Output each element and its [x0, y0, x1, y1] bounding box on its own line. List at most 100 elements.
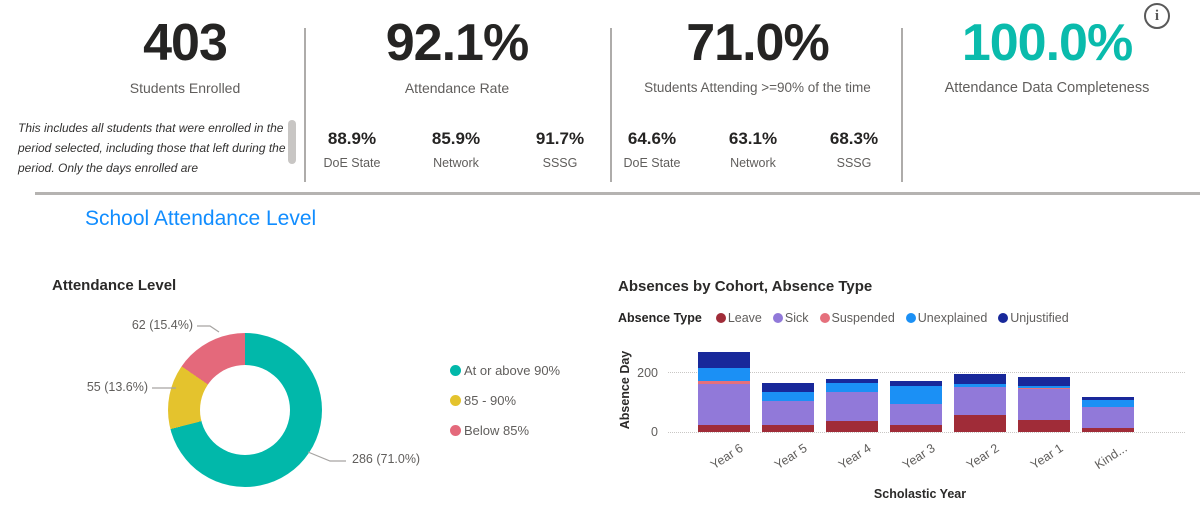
kpi-card-students-enrolled: 403 Students Enrolled	[70, 16, 300, 96]
students-attending-label: Students Attending >=90% of the time	[644, 79, 871, 95]
bar-segment[interactable]	[954, 387, 1006, 415]
legend-dot	[450, 364, 461, 376]
students-enrolled-value: 403	[143, 14, 228, 72]
bar-segment[interactable]	[890, 380, 942, 387]
x-axis-title: Scholastic Year	[873, 487, 967, 501]
legend-label: Sick	[784, 311, 809, 325]
bar-column[interactable]	[762, 382, 814, 432]
legend-label: At or above 90%	[464, 362, 561, 378]
y-tick-0: 0	[651, 425, 658, 439]
bar-segment[interactable]	[698, 367, 750, 381]
bar-segment[interactable]	[698, 381, 750, 384]
bar-segment[interactable]	[1082, 407, 1134, 429]
bar-segment[interactable]	[890, 424, 942, 432]
card-divider	[304, 28, 306, 182]
bar-segment[interactable]	[762, 391, 814, 401]
info-icon[interactable]: i	[1144, 3, 1170, 29]
donut-legend: At or above 90% 85 - 90% Below 85%	[450, 363, 560, 453]
benchmark-value: 85.9%	[431, 129, 481, 148]
bar-column[interactable]	[890, 380, 942, 432]
kpi-card-data-completeness: 100.0% Attendance Data Completeness	[907, 16, 1187, 96]
legend-label: Leave	[727, 311, 762, 325]
bar-segment[interactable]	[762, 382, 814, 392]
bar-segment[interactable]	[1018, 376, 1070, 386]
benchmark-label: DoE State	[323, 156, 381, 170]
legend-item[interactable]: At or above 90%	[450, 362, 561, 378]
bar-segment[interactable]	[1082, 428, 1134, 432]
legend-dot	[905, 313, 916, 323]
benchmark-label: DoE State	[623, 156, 681, 170]
page-title: School Attendance Level	[85, 207, 317, 230]
donut-chart[interactable]	[168, 333, 322, 487]
bar-segment[interactable]	[826, 392, 878, 421]
benchmark-label: SSSG	[542, 156, 578, 170]
legend-item[interactable]: Sick	[772, 311, 809, 325]
x-axis-labels: Year 6 Year 5 Year 4 Year 3 Year 2 Year 1 Kind…	[668, 441, 1185, 487]
legend-item[interactable]: Unjustified	[998, 311, 1069, 325]
bar-segment[interactable]	[1018, 387, 1070, 390]
bar-segment[interactable]	[826, 383, 878, 393]
bar-chart-title: Absences by Cohort, Absence Type	[618, 278, 873, 295]
benchmark-value: 64.6%	[627, 129, 677, 148]
legend-item[interactable]: Leave	[715, 311, 762, 325]
benchmark-sssg: 68.3% SSSG	[824, 129, 884, 170]
legend-label: Suspended	[831, 311, 895, 325]
bar-segment[interactable]	[1018, 385, 1070, 388]
bar-segment[interactable]	[890, 386, 942, 404]
legend-item[interactable]: Below 85%	[450, 422, 560, 438]
bar-segment[interactable]	[698, 384, 750, 425]
legend-item[interactable]: Suspended	[819, 311, 895, 325]
benchmark-value: 91.7%	[535, 129, 585, 148]
legend-dot	[450, 424, 461, 436]
bar-segment[interactable]	[954, 373, 1006, 385]
benchmark-sssg: 91.7% SSSG	[530, 129, 590, 170]
bar-column[interactable]	[954, 373, 1006, 432]
gridline-0	[668, 432, 1185, 433]
benchmark-label: Network	[433, 156, 479, 170]
card-divider	[901, 28, 903, 182]
bar-segment[interactable]	[762, 424, 814, 432]
legend-dot	[450, 394, 461, 406]
bar-segment[interactable]	[954, 414, 1006, 432]
data-completeness-label: Attendance Data Completeness	[944, 79, 1150, 96]
data-completeness-value: 100.0%	[961, 14, 1133, 72]
legend-title: Absence Type	[618, 311, 702, 325]
donut-leader-lines	[152, 325, 346, 462]
legend-dot	[715, 313, 726, 323]
bar-column[interactable]	[698, 351, 750, 432]
bar-segment[interactable]	[954, 384, 1006, 388]
benchmark-value: 88.9%	[327, 129, 377, 148]
legend-label: 85 - 90%	[464, 392, 517, 408]
bar-segment[interactable]	[1018, 420, 1070, 432]
bar-column[interactable]	[1018, 376, 1070, 432]
legend-item[interactable]: 85 - 90%	[450, 392, 560, 408]
bar-segment[interactable]	[698, 424, 750, 432]
bar-segment[interactable]	[1082, 399, 1134, 408]
note-scrollbar[interactable]	[288, 120, 296, 164]
legend-label: Below 85%	[464, 422, 530, 438]
info-icon-glyph: i	[1154, 7, 1160, 24]
donut-data-label-at-or-above-90: 286 (71.0%)	[352, 452, 421, 466]
kpi-card-attendance-rate: 92.1% Attendance Rate	[306, 16, 608, 96]
students-attending-benchmarks: 64.6% DoE State 63.1% Network 68.3% SSSG	[622, 129, 884, 170]
legend-dot	[772, 313, 783, 323]
donut-data-label-85-90: 55 (13.6%)	[86, 380, 148, 394]
section-separator	[35, 192, 1200, 195]
bar-segment[interactable]	[890, 403, 942, 425]
benchmark-network: 85.9% Network	[426, 129, 486, 170]
bar-segment[interactable]	[1018, 389, 1070, 420]
bar-chart-legend: Absence Type Leave Sick Suspended Unexplaine…	[618, 311, 1080, 325]
bar-segment[interactable]	[1082, 397, 1134, 400]
bar-column[interactable]	[826, 378, 878, 432]
bar-segment[interactable]	[826, 378, 878, 384]
bar-column[interactable]	[1082, 397, 1134, 432]
students-attending-value: 71.0%	[686, 14, 829, 72]
legend-item[interactable]: Unexplained	[905, 311, 987, 325]
benchmark-value: 63.1%	[728, 129, 778, 148]
bar-segment[interactable]	[698, 351, 750, 368]
bar-segment[interactable]	[762, 400, 814, 425]
bar-segment[interactable]	[826, 420, 878, 432]
benchmark-doe-state: 88.9% DoE State	[322, 129, 382, 170]
legend-label: Unjustified	[1010, 311, 1069, 325]
